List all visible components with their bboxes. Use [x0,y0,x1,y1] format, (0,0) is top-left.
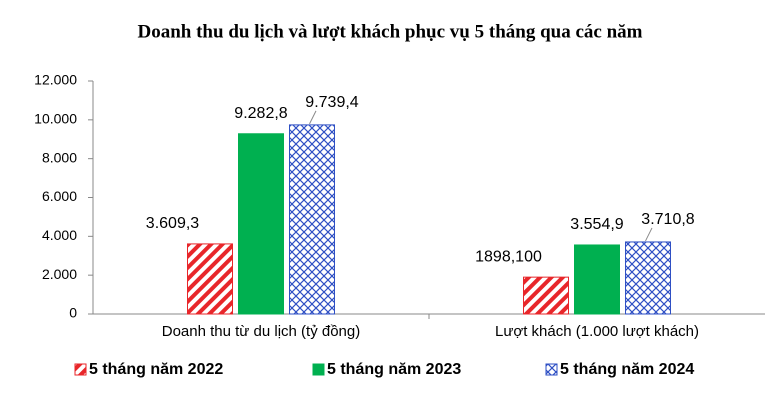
data-label: 9.739,4 [305,94,358,111]
legend-swatch [74,363,87,376]
legend-label: 5 tháng năm 2022 [89,361,223,378]
data-label: 3.609,3 [146,215,199,232]
bar [289,124,335,315]
leader-line [309,110,317,125]
data-label: 3.710,8 [641,211,694,228]
chart-title: Doanh thu du lịch và lượt khách phục vụ … [138,21,643,42]
leader-line [645,227,653,242]
y-tick-label: 6.000 [42,188,77,204]
legend-swatch [312,363,325,376]
legend-label: 5 tháng năm 2023 [327,361,461,378]
bar [187,243,233,315]
y-tick-label: 8.000 [42,149,77,165]
data-label: 3.554,9 [570,216,623,233]
y-tick-label: 0 [69,305,77,321]
bar [523,276,569,315]
data-label: 1898,100 [475,248,542,265]
x-tick-label: Doanh thu từ du lịch (tỷ đồng) [162,323,361,340]
y-tick-label: 10.000 [34,111,77,127]
y-tick-label: 4.000 [42,227,77,243]
bar [625,241,671,315]
legend-label: 5 tháng năm 2024 [560,361,694,378]
y-tick-label: 12.000 [34,72,77,88]
bar [574,244,620,315]
data-label: 9.282,8 [234,105,287,122]
legend-swatch [545,363,558,376]
x-tick-label: Lượt khách (1.000 lượt khách) [495,323,699,340]
y-tick-label: 2.000 [42,266,77,282]
bar [238,133,284,315]
